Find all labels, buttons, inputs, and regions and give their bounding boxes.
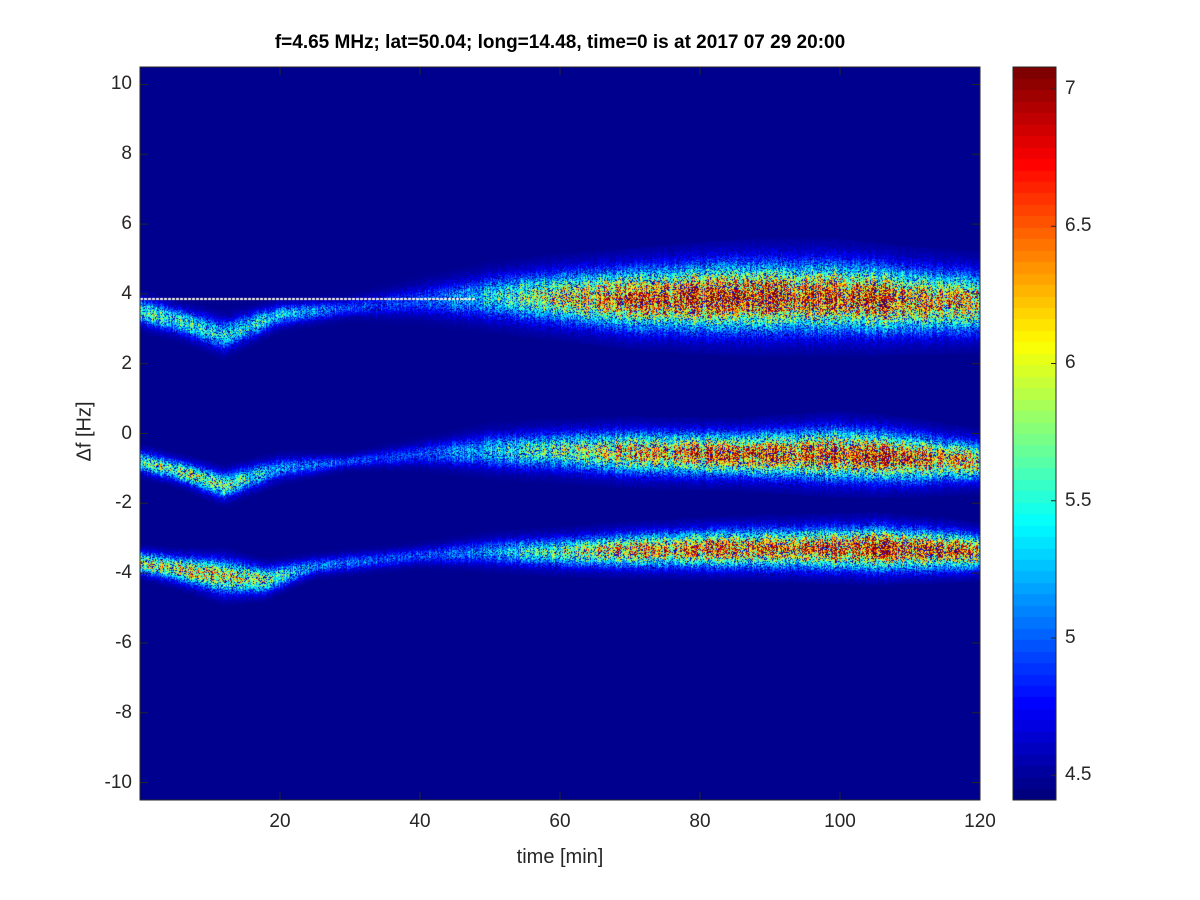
x-tick-label: 120 [964, 811, 996, 832]
y-tick-label: 0 [121, 422, 132, 444]
colorbar [1013, 67, 1056, 800]
x-tick-label: 40 [409, 811, 431, 832]
x-tick-label: 100 [824, 811, 856, 832]
y-tick-label: 10 [110, 73, 132, 95]
y-tick-label: 8 [121, 143, 132, 165]
y-tick-label: -10 [104, 771, 132, 793]
y-tick-label: 2 [121, 352, 132, 374]
plot-frame [139, 66, 981, 801]
colorbar-tick-label: 6.5 [1065, 215, 1092, 237]
x-tick-label: 20 [269, 811, 291, 832]
spectrogram-heatmap [140, 67, 980, 800]
x-tick-label: 60 [549, 811, 571, 832]
y-tick-label: -8 [115, 701, 132, 723]
y-axis-label: Δf [Hz] [73, 401, 96, 462]
colorbar-tick-label: 6 [1065, 352, 1076, 374]
colorbar-tick-label: 4.5 [1065, 764, 1092, 786]
colorbar-tick-label: 5.5 [1065, 489, 1092, 511]
chart-title: f=4.65 MHz; lat=50.04; long=14.48, time=… [274, 32, 846, 53]
x-axis-label: time [min] [516, 846, 604, 868]
y-tick-label: -2 [115, 492, 132, 514]
y-tick-label: -6 [115, 631, 132, 653]
y-tick-label: 6 [121, 213, 132, 235]
y-tick-label: 4 [121, 282, 132, 304]
colorbar-frame [1012, 66, 1057, 801]
colorbar-tick-label: 5 [1065, 627, 1076, 649]
colorbar-tick-label: 7 [1065, 77, 1076, 99]
y-tick-label: -4 [115, 562, 132, 584]
x-tick-label: 80 [689, 811, 711, 832]
